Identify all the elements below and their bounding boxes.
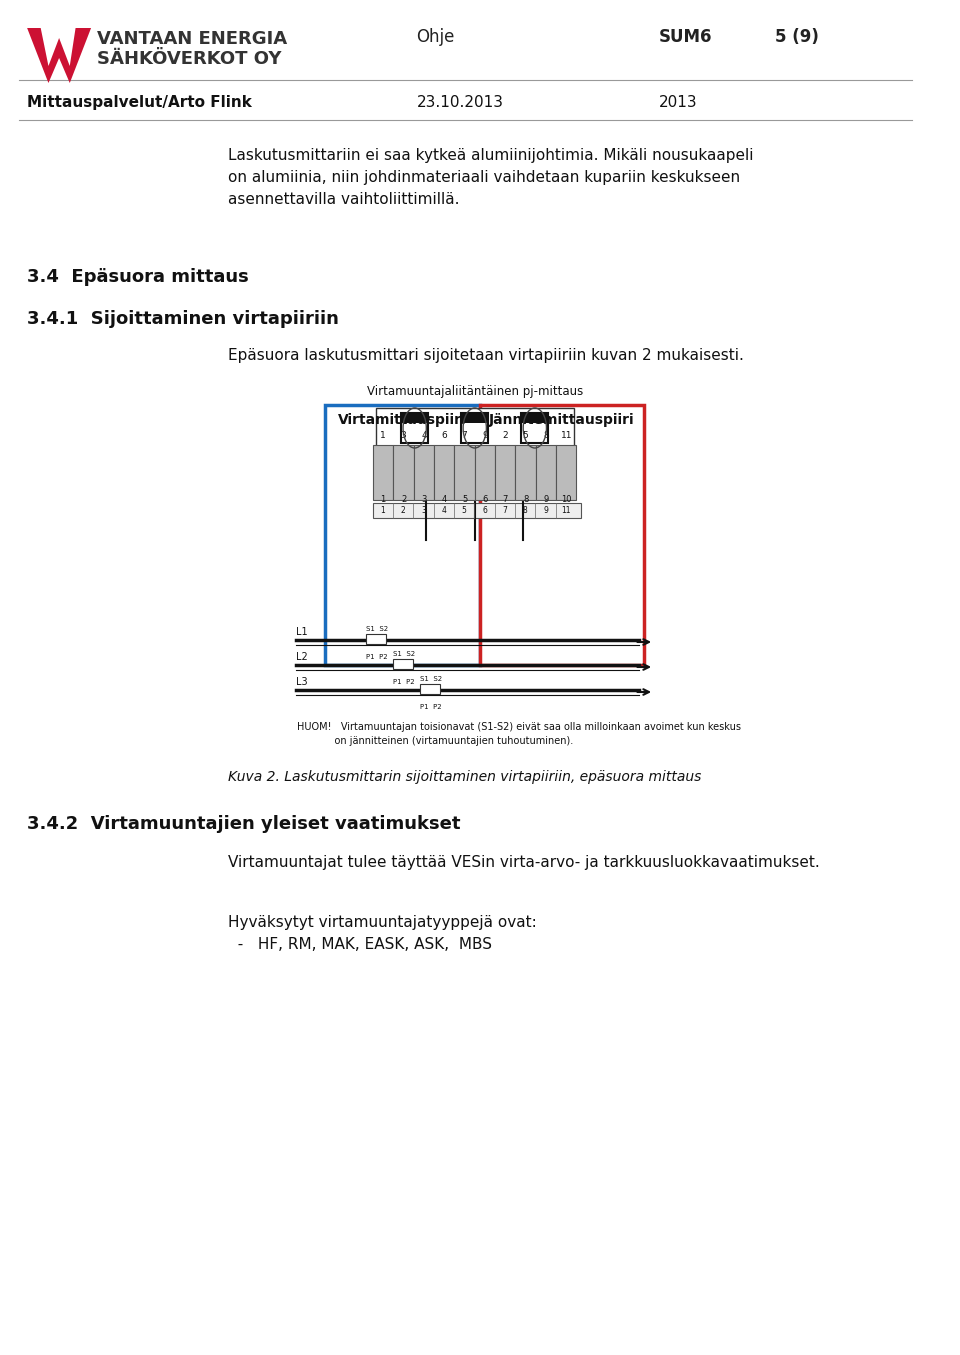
Text: 3: 3 bbox=[400, 431, 406, 440]
Bar bbox=[521, 413, 548, 443]
Text: 9: 9 bbox=[482, 431, 488, 440]
Bar bbox=[516, 444, 536, 500]
Bar bbox=[536, 444, 556, 500]
Text: 8: 8 bbox=[543, 431, 549, 440]
Bar bbox=[401, 413, 428, 443]
Text: 11: 11 bbox=[561, 431, 572, 440]
Bar bbox=[324, 405, 480, 665]
Text: 23.10.2013: 23.10.2013 bbox=[417, 95, 504, 110]
Text: VANTAAN ENERGIA: VANTAAN ENERGIA bbox=[97, 30, 287, 47]
Text: 5 (9): 5 (9) bbox=[775, 28, 819, 46]
Text: HUOM!   Virtamuuntajan toisionavat (S1-S2) eivät saa olla milloinkaan avoimet ku: HUOM! Virtamuuntajan toisionavat (S1-S2)… bbox=[298, 722, 741, 747]
Text: P1  P2: P1 P2 bbox=[366, 654, 388, 660]
Bar bbox=[420, 684, 440, 694]
Text: 4: 4 bbox=[442, 505, 446, 515]
Bar bbox=[414, 444, 434, 500]
Bar bbox=[461, 413, 489, 423]
Text: 1: 1 bbox=[380, 495, 386, 504]
Text: 10: 10 bbox=[561, 495, 571, 504]
Polygon shape bbox=[27, 28, 91, 83]
Bar bbox=[296, 720, 654, 751]
Text: 7: 7 bbox=[462, 431, 468, 440]
Bar bbox=[373, 503, 582, 518]
Text: 9: 9 bbox=[543, 495, 548, 504]
Text: 11: 11 bbox=[561, 505, 570, 515]
Bar bbox=[521, 413, 548, 423]
Text: 2013: 2013 bbox=[659, 95, 698, 110]
Text: 2: 2 bbox=[401, 495, 406, 504]
Bar bbox=[401, 413, 428, 423]
Text: Jännitemittauspiiri: Jännitemittauspiiri bbox=[490, 413, 635, 427]
Text: 7: 7 bbox=[503, 495, 508, 504]
Text: 4: 4 bbox=[421, 431, 426, 440]
Text: Virtamittauspiiri: Virtamittauspiiri bbox=[338, 413, 467, 427]
Text: 6: 6 bbox=[482, 495, 488, 504]
Text: 2: 2 bbox=[502, 431, 508, 440]
Bar bbox=[376, 408, 573, 499]
Bar bbox=[373, 444, 394, 500]
Text: 4: 4 bbox=[442, 495, 446, 504]
Text: SÄHKÖVERKOT OY: SÄHKÖVERKOT OY bbox=[97, 50, 281, 68]
Text: 3: 3 bbox=[421, 505, 426, 515]
Text: Ohje: Ohje bbox=[417, 28, 455, 46]
Text: 2: 2 bbox=[400, 505, 405, 515]
Bar bbox=[454, 444, 475, 500]
Text: Virtamuuntajat tulee täyttää VESin virta-arvo- ja tarkkuusluokkavaatimukset.: Virtamuuntajat tulee täyttää VESin virta… bbox=[228, 855, 820, 870]
Text: Epäsuora laskutusmittari sijoitetaan virtapiiriin kuvan 2 mukaisesti.: Epäsuora laskutusmittari sijoitetaan vir… bbox=[228, 348, 744, 363]
Text: 5: 5 bbox=[523, 431, 529, 440]
Text: L1: L1 bbox=[296, 627, 307, 637]
Text: 3.4.1  Sijoittaminen virtapiiriin: 3.4.1 Sijoittaminen virtapiiriin bbox=[27, 310, 339, 328]
Text: S1  S2: S1 S2 bbox=[366, 626, 389, 631]
Text: 5: 5 bbox=[462, 495, 468, 504]
Text: 9: 9 bbox=[543, 505, 548, 515]
Bar bbox=[434, 444, 454, 500]
Bar bbox=[461, 413, 489, 443]
Text: Mittauspalvelut/Arto Flink: Mittauspalvelut/Arto Flink bbox=[27, 95, 252, 110]
Text: Laskutusmittariin ei saa kytkeä alumiinijohtimia. Mikäli nousukaapeli
on alumiin: Laskutusmittariin ei saa kytkeä alumiini… bbox=[228, 148, 754, 207]
Bar bbox=[495, 444, 516, 500]
Text: 3: 3 bbox=[421, 495, 426, 504]
Text: 3.4.2  Virtamuuntajien yleiset vaatimukset: 3.4.2 Virtamuuntajien yleiset vaatimukse… bbox=[27, 814, 461, 833]
Text: Virtamuuntajaliitäntäinen pj-mittaus: Virtamuuntajaliitäntäinen pj-mittaus bbox=[367, 385, 583, 398]
Text: 7: 7 bbox=[502, 505, 507, 515]
Text: Kuva 2. Laskutusmittarin sijoittaminen virtapiiriin, epäsuora mittaus: Kuva 2. Laskutusmittarin sijoittaminen v… bbox=[228, 770, 701, 785]
Text: 1: 1 bbox=[380, 505, 385, 515]
Bar bbox=[394, 444, 414, 500]
Text: P1  P2: P1 P2 bbox=[420, 705, 443, 710]
Text: 8: 8 bbox=[523, 495, 528, 504]
Text: 6: 6 bbox=[442, 431, 447, 440]
Text: S1  S2: S1 S2 bbox=[420, 676, 443, 682]
Bar bbox=[394, 659, 413, 669]
Text: P1  P2: P1 P2 bbox=[394, 679, 415, 686]
Bar bbox=[480, 405, 644, 665]
Text: L2: L2 bbox=[296, 652, 307, 663]
Text: 3.4  Epäsuora mittaus: 3.4 Epäsuora mittaus bbox=[27, 268, 249, 286]
Bar bbox=[475, 444, 495, 500]
Text: SUM6: SUM6 bbox=[659, 28, 712, 46]
Text: 5: 5 bbox=[462, 505, 467, 515]
Bar bbox=[556, 444, 577, 500]
Text: 1: 1 bbox=[380, 431, 386, 440]
Text: 8: 8 bbox=[523, 505, 527, 515]
Text: L3: L3 bbox=[296, 678, 307, 687]
Text: S1  S2: S1 S2 bbox=[394, 650, 416, 657]
Text: Hyväksytyt virtamuuntajatyyppejä ovat:
  -   HF, RM, MAK, EASK, ASK,  MBS: Hyväksytyt virtamuuntajatyyppejä ovat: -… bbox=[228, 915, 537, 953]
Text: 6: 6 bbox=[482, 505, 487, 515]
Bar bbox=[366, 634, 386, 644]
